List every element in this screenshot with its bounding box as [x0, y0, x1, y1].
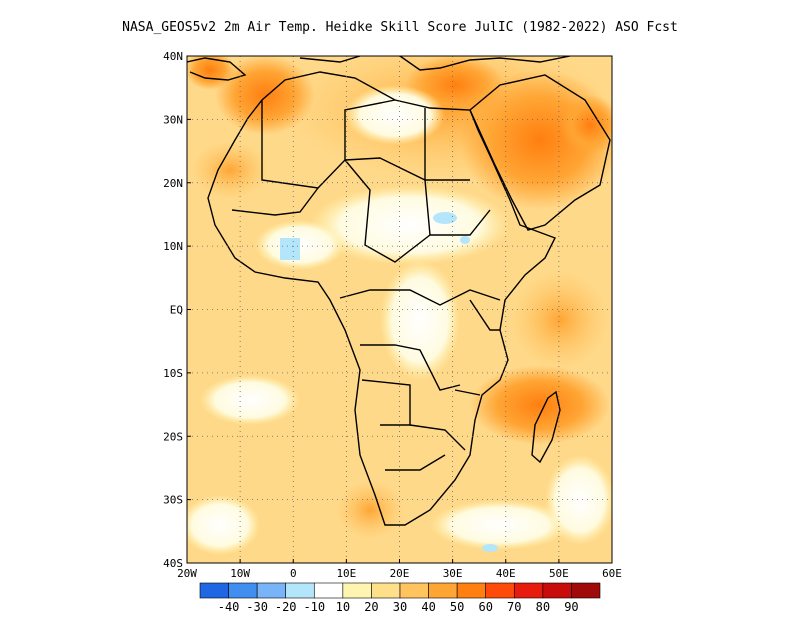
colorbar-label: 20 [364, 600, 378, 614]
colorbar-swatch [456, 582, 487, 599]
colorbar-swatch [371, 582, 401, 599]
colorbar-swatch [542, 582, 572, 599]
map-title: NASA_GEOS5v2 2m Air Temp. Heidke Skill S… [122, 20, 678, 35]
lat-tick-label: 10N [163, 240, 183, 253]
colorbar-label: -10 [303, 600, 325, 614]
colorbar-swatch [399, 582, 429, 599]
colorbar-swatch [342, 582, 372, 599]
lon-tick-label: 0 [290, 567, 297, 580]
lat-tick-label: EQ [170, 304, 183, 317]
lon-tick-label: 10W [230, 567, 250, 580]
lon-tick-label: 20E [390, 567, 410, 580]
lat-tick-label: 40S [163, 557, 183, 570]
lon-tick-label: 40E [496, 567, 516, 580]
colorbar-swatch [571, 582, 601, 599]
lon-tick-label: 50E [549, 567, 569, 580]
colorbar-swatch [285, 582, 315, 599]
colorbar-label: 70 [507, 600, 521, 614]
colorbar-label: 90 [564, 600, 578, 614]
colorbar-swatch [313, 582, 344, 599]
colorbar: -40 -30 -20 -10 10 20 30 40 50 60 70 80 90 [199, 582, 601, 614]
lat-tick-label: 20N [163, 177, 183, 190]
lat-tick-label: 10S [163, 367, 183, 380]
lon-tick-label: 20W [177, 567, 197, 580]
colorbar-label: 50 [450, 600, 464, 614]
graticule [187, 56, 612, 563]
colorbar-swatch [485, 582, 515, 599]
colorbar-swatch [513, 582, 544, 599]
colorbar-label: -40 [218, 600, 240, 614]
colorbar-swatch [256, 582, 287, 599]
colorbar-label: -20 [275, 600, 297, 614]
colorbar-label: 30 [393, 600, 407, 614]
lon-tick-label: 10E [336, 567, 356, 580]
colorbar-label: -30 [246, 600, 268, 614]
lon-tick-label: 30E [443, 567, 463, 580]
colorbar-label: 10 [336, 600, 350, 614]
colorbar-label: 60 [478, 600, 492, 614]
colorbar-swatch [199, 582, 229, 599]
coastlines [187, 56, 611, 526]
lat-tick-label: 30N [163, 113, 183, 126]
lon-tick-label: 60E [602, 567, 622, 580]
colorbar-label: 80 [536, 600, 550, 614]
lat-tick-label: 30S [163, 494, 183, 507]
lat-tick-label: 20S [163, 430, 183, 443]
lat-tick-label: 40N [163, 50, 183, 63]
colorbar-swatch [428, 582, 458, 599]
colorbar-swatch [228, 582, 258, 599]
shaded-field [187, 56, 612, 563]
colorbar-label: 40 [421, 600, 435, 614]
